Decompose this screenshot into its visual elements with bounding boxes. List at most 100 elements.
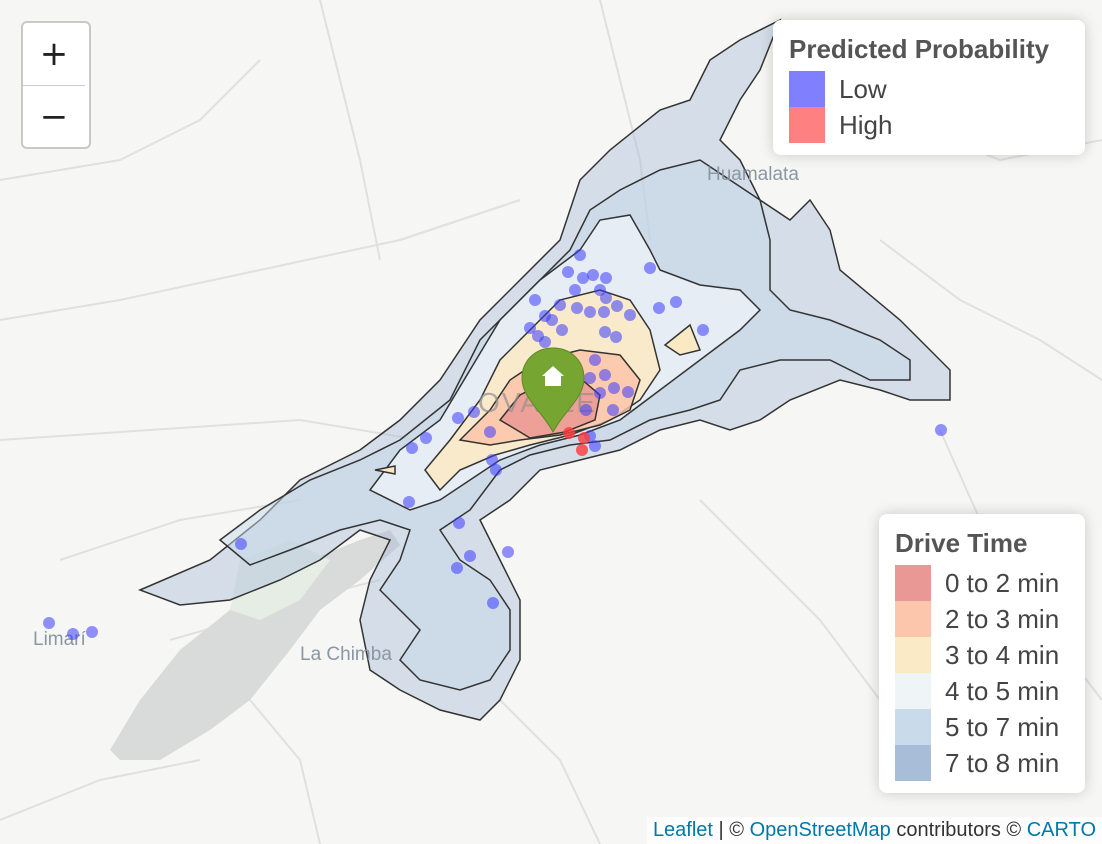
low-probability-point[interactable] [589,354,601,366]
low-probability-point[interactable] [484,426,496,438]
low-probability-point[interactable] [697,324,709,336]
low-probability-point[interactable] [607,404,619,416]
legend-title: Drive Time [895,528,1028,558]
low-probability-point[interactable] [594,387,606,399]
low-probability-point[interactable] [67,628,79,640]
zoom-control: + − [21,21,91,149]
low-probability-point[interactable] [670,296,682,308]
low-probability-point[interactable] [468,406,480,418]
legend-item-7-8: 7 to 8 min [895,745,1069,781]
low-probability-point[interactable] [420,432,432,444]
low-probability-point[interactable] [406,442,418,454]
legend-item-high: High [789,107,1069,143]
low-probability-point[interactable] [611,300,623,312]
osm-link[interactable]: OpenStreetMap [749,819,891,841]
low-probability-point[interactable] [487,597,499,609]
place-label-huamalata: Huamalata [707,164,799,185]
swatch [895,565,931,601]
legend-item-4-5: 4 to 5 min [895,673,1069,709]
high-probability-point[interactable] [563,427,575,439]
low-probability-point[interactable] [554,299,566,311]
legend-item-2-3: 2 to 3 min [895,601,1069,637]
legend-title: Predicted Probability [789,34,1050,64]
low-probability-point[interactable] [589,440,601,452]
low-probability-point[interactable] [622,386,634,398]
low-probability-point[interactable] [546,314,558,326]
legend-item-0-2: 0 to 2 min [895,565,1069,601]
low-probability-point[interactable] [599,326,611,338]
legend-label: 5 to 7 min [945,711,1060,742]
legend-label: 4 to 5 min [945,675,1060,706]
low-probability-point[interactable] [580,404,592,416]
place-label-la-chimba: La Chimba [300,644,392,665]
swatch [895,673,931,709]
probability-points [43,249,1029,640]
low-probability-point[interactable] [600,292,612,304]
low-probability-point[interactable] [539,336,551,348]
low-probability-point[interactable] [624,309,636,321]
swatch [895,709,931,745]
swatch-high [789,107,825,143]
leaflet-link[interactable]: Leaflet [652,819,713,841]
low-probability-point[interactable] [556,324,568,336]
legend-predicted-probability: Predicted Probability Low High [773,20,1085,155]
low-probability-point[interactable] [599,369,611,381]
home-icon [542,366,564,386]
low-probability-point[interactable] [610,331,622,343]
low-probability-point[interactable] [584,372,596,384]
low-probability-point[interactable] [574,249,586,261]
swatch [895,601,931,637]
low-probability-point[interactable] [587,269,599,281]
home-marker[interactable] [521,347,585,434]
carto-link[interactable]: CARTO [1026,819,1096,841]
low-probability-point[interactable] [486,454,498,466]
swatch-low [789,71,825,107]
low-probability-point[interactable] [562,266,574,278]
low-probability-point[interactable] [584,306,596,318]
map-attribution: Leaflet | © OpenStreetMap contributors ©… [646,817,1102,844]
low-probability-point[interactable] [490,464,502,476]
low-probability-point[interactable] [644,262,656,274]
low-probability-point[interactable] [403,496,415,508]
low-probability-point[interactable] [86,626,98,638]
low-probability-point[interactable] [600,272,612,284]
river [110,530,400,760]
drive-time-3-4-patch[interactable] [663,323,702,356]
legend-item-low: Low [789,71,1069,107]
high-probability-point[interactable] [578,432,590,444]
low-probability-point[interactable] [43,617,55,629]
low-probability-point[interactable] [451,562,463,574]
legend-label: 2 to 3 min [945,603,1060,634]
swatch [895,745,931,781]
drive-time-3-4-patch2[interactable] [374,465,396,475]
zoom-in-button[interactable]: + [23,23,85,85]
legend-drive-time: Drive Time 0 to 2 min 2 to 3 min 3 to 4 … [879,514,1085,793]
low-probability-point[interactable] [935,424,947,436]
swatch [895,637,931,673]
low-probability-point[interactable] [524,322,536,334]
legend-label: 7 to 8 min [945,747,1060,778]
low-probability-point[interactable] [502,546,514,558]
low-probability-point[interactable] [464,550,476,562]
low-probability-point[interactable] [571,302,583,314]
low-probability-point[interactable] [529,294,541,306]
legend-item-5-7: 5 to 7 min [895,709,1069,745]
attribution-sep: | © [713,819,750,841]
low-probability-point[interactable] [569,284,581,296]
zoom-out-button[interactable]: − [23,85,85,147]
legend-label: 0 to 2 min [945,567,1060,598]
legend-label: Low [839,73,887,104]
low-probability-point[interactable] [653,302,665,314]
low-probability-point[interactable] [608,382,620,394]
legend-label: High [839,109,893,140]
low-probability-point[interactable] [235,538,247,550]
low-probability-point[interactable] [452,412,464,424]
legend-label: 3 to 4 min [945,639,1060,670]
legend-item-3-4: 3 to 4 min [895,637,1069,673]
low-probability-point[interactable] [453,517,465,529]
low-probability-point[interactable] [598,306,610,318]
attribution-contrib: contributors © [890,819,1027,841]
low-probability-point[interactable] [577,272,589,284]
high-probability-point[interactable] [576,444,588,456]
